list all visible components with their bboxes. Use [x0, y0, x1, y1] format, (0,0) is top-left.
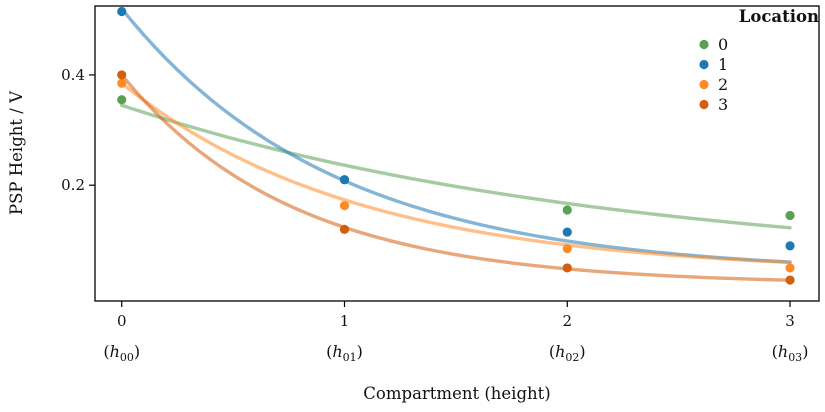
- data-point-location-2: [339, 201, 350, 211]
- x-sub-tick-label: (h02): [549, 342, 586, 364]
- legend-label-location-0: 0: [718, 35, 728, 54]
- legend-marker-location-0: [699, 39, 709, 50]
- legend-marker-location-3: [699, 99, 709, 110]
- data-point-location-3: [339, 224, 350, 234]
- series-layer: [117, 6, 795, 285]
- data-point-location-3: [562, 263, 572, 273]
- data-point-location-3: [117, 70, 127, 80]
- data-point-location-0: [562, 205, 572, 215]
- data-point-location-2: [562, 244, 572, 254]
- legend-label-location-2: 2: [718, 75, 728, 94]
- x-tick-label: 0: [117, 312, 127, 330]
- data-point-location-0: [785, 210, 795, 221]
- data-point-location-1: [339, 175, 350, 185]
- y-axis-label: PSP Height / V: [7, 90, 26, 215]
- data-point-location-3: [785, 275, 795, 285]
- data-point-location-2: [117, 78, 127, 88]
- x-tick-label: 1: [340, 312, 350, 330]
- legend-label-location-1: 1: [718, 55, 728, 74]
- x-tick-label: 2: [562, 312, 572, 330]
- data-point-location-0: [117, 95, 127, 105]
- y-tick-label: 0.4: [61, 66, 85, 84]
- x-sub-tick-label: (h01): [326, 342, 363, 364]
- legend-label-location-3: 3: [718, 95, 728, 114]
- x-sub-tick-label: (h03): [772, 342, 809, 364]
- y-tick-label: 0.2: [61, 176, 85, 194]
- legend-marker-location-1: [699, 59, 709, 70]
- fit-line-location-0: [120, 103, 792, 230]
- axes-layer: 0 (h00) 1 (h01) 2 (h02) 3 (h03) 0.2 0.4: [61, 5, 820, 364]
- legend-title: Location: [739, 7, 819, 26]
- data-point-location-1: [785, 241, 795, 251]
- data-point-location-2: [785, 263, 795, 273]
- fit-line-location-2: [120, 81, 792, 265]
- fit-line-location-3: [120, 73, 792, 282]
- data-point-location-1: [562, 227, 572, 237]
- legend-marker-location-2: [699, 79, 709, 90]
- x-tick-label: 3: [785, 312, 795, 330]
- x-sub-tick-label: (h00): [103, 342, 140, 364]
- data-point-location-1: [117, 6, 127, 17]
- plot-frame: [94, 5, 820, 302]
- x-axis-label: Compartment (height): [363, 384, 550, 403]
